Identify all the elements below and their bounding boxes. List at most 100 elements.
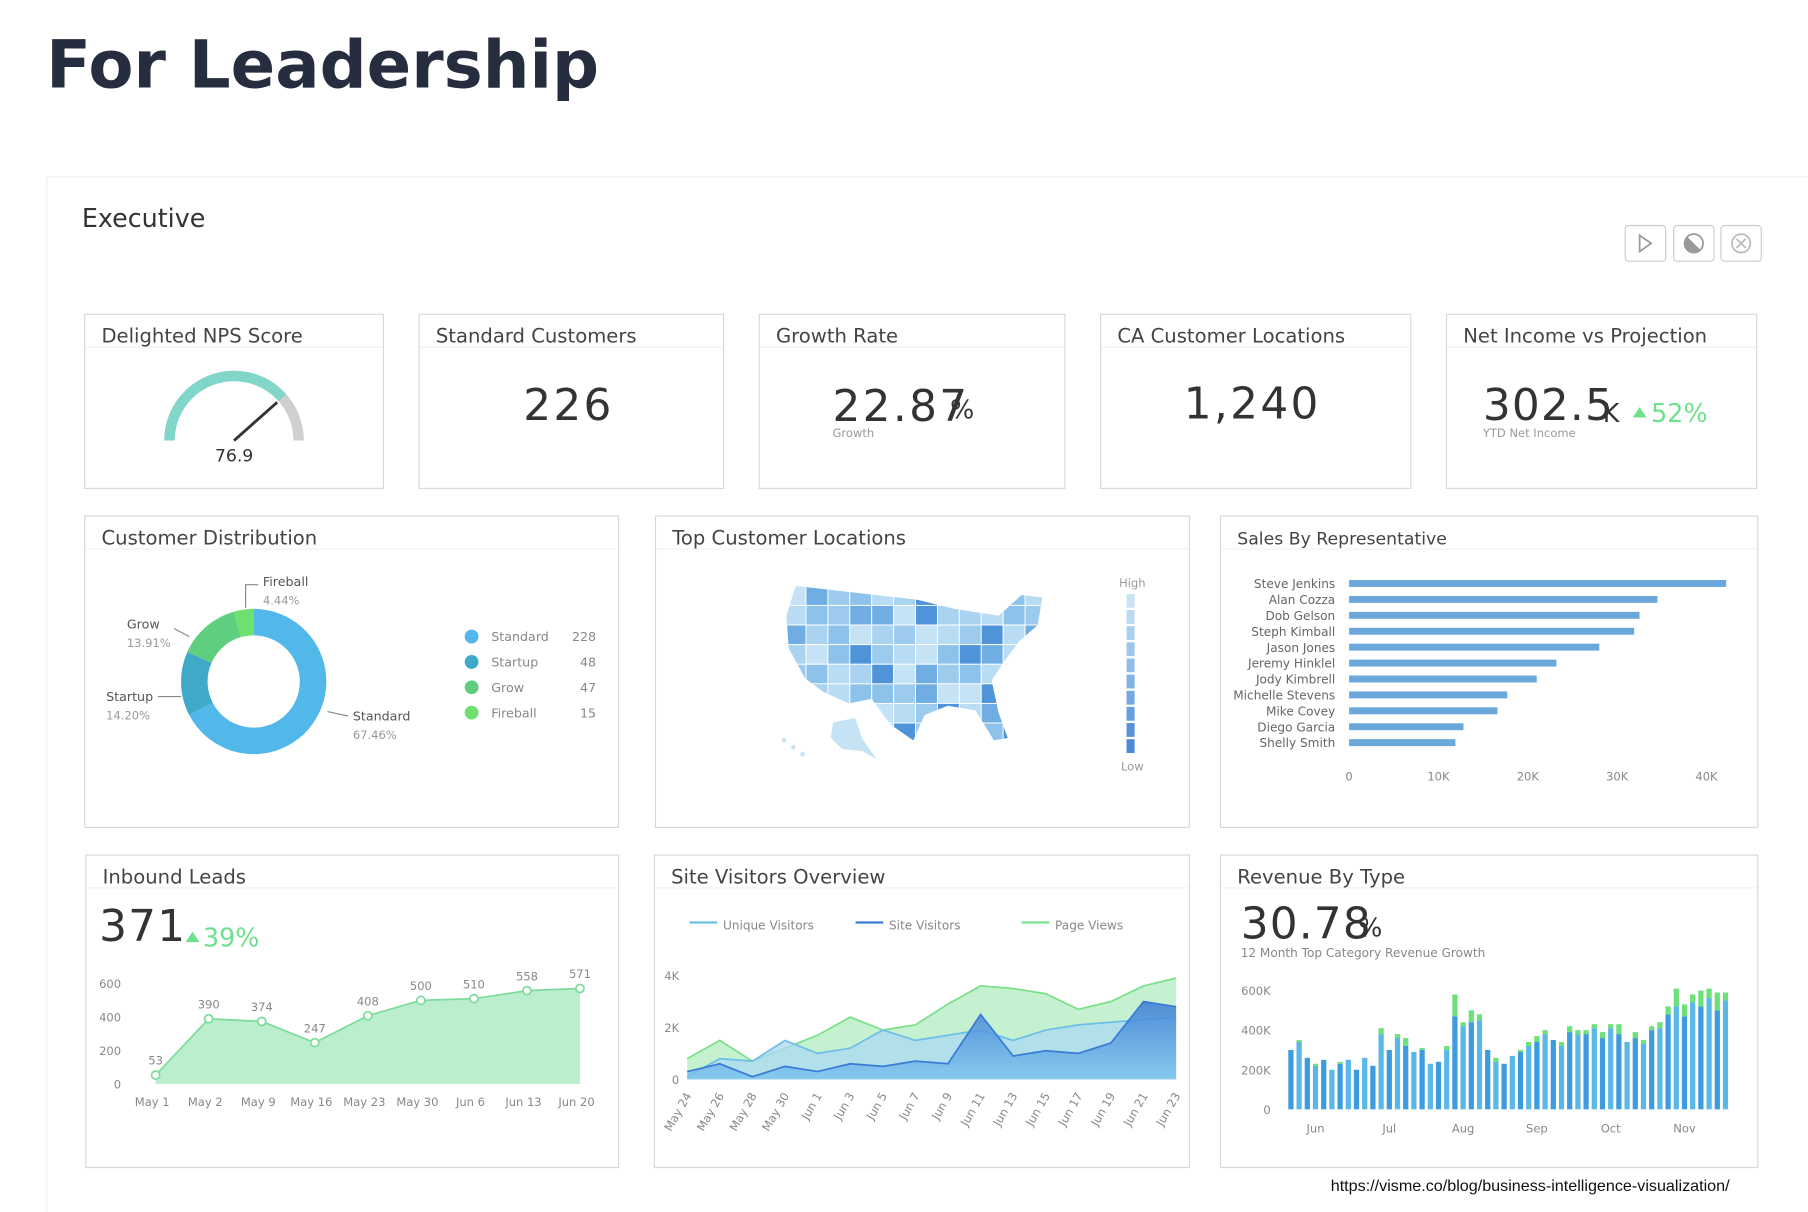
- data-label: 374: [251, 1000, 273, 1014]
- leader-line: [173, 627, 190, 638]
- bar-segment: [1321, 1059, 1327, 1110]
- bar: [1349, 627, 1635, 635]
- legend-dot: [464, 680, 479, 695]
- bar-segment: [1665, 1006, 1671, 1015]
- bar-segment: [1714, 1010, 1720, 1110]
- bar-segment: [1411, 1051, 1417, 1110]
- bar-segment: [1534, 1036, 1540, 1043]
- slice-label: Standard: [353, 709, 411, 724]
- headline: 371: [99, 901, 186, 952]
- kpi-unit: %: [950, 395, 974, 425]
- slice-value: 67.46%: [353, 728, 397, 742]
- x-tick-label: 30K: [1606, 770, 1629, 784]
- legend-label: Standard: [491, 629, 549, 644]
- section-title: Executive: [82, 203, 205, 233]
- bar-segment: [1722, 1000, 1729, 1110]
- bar-segment: [1649, 1030, 1655, 1110]
- gauge-fill: [164, 370, 287, 441]
- bar: [1349, 659, 1557, 667]
- bar-segment: [1567, 1026, 1573, 1033]
- legend-label: Startup: [491, 655, 538, 670]
- kpi-change: 52%: [1651, 398, 1707, 428]
- bar-label: Dob Gelson: [1265, 609, 1335, 623]
- scale-step: [1126, 690, 1135, 705]
- x-tick-label: Jul: [1381, 1121, 1396, 1135]
- legend-count: 228: [572, 629, 596, 644]
- bar-segment: [1378, 1034, 1384, 1110]
- state: [805, 604, 829, 626]
- bar-segment: [1599, 1032, 1606, 1039]
- bar-segment: [1460, 1022, 1466, 1027]
- hawaii: [791, 744, 796, 750]
- donut-slice: [233, 608, 254, 638]
- bar-segment: [1640, 1043, 1647, 1110]
- bar: [1349, 611, 1640, 619]
- y-tick-label: 0: [1263, 1103, 1270, 1117]
- bar: [1349, 643, 1600, 651]
- bar-segment: [1681, 1004, 1688, 1017]
- state: [849, 663, 873, 685]
- bar-segment: [1304, 1057, 1310, 1110]
- card-title: Sales By Representative: [1237, 529, 1447, 549]
- bar-segment: [1296, 1040, 1302, 1043]
- bar-segment: [1312, 1063, 1319, 1066]
- bar-segment: [1501, 1063, 1507, 1110]
- point: [203, 1013, 214, 1024]
- bar-segment: [1657, 1028, 1663, 1110]
- slice-label: Grow: [127, 616, 160, 631]
- scale-step: [1126, 658, 1135, 673]
- bar-segment: [1345, 1059, 1351, 1110]
- bar-segment: [1526, 1045, 1532, 1110]
- y-tick-label: 200: [99, 1044, 121, 1058]
- state: [827, 624, 851, 646]
- headline: 30.78: [1241, 899, 1372, 950]
- bar-segment: [1673, 988, 1679, 1007]
- bar-segment: [1476, 1014, 1483, 1021]
- state: [893, 663, 916, 685]
- x-tick-label: May 2: [188, 1095, 223, 1109]
- card: [1100, 313, 1412, 489]
- state: [893, 604, 916, 626]
- x-tick-label: May 30: [396, 1095, 438, 1109]
- bar: [1349, 723, 1464, 731]
- card-title: Inbound Leads: [103, 865, 246, 888]
- state: [805, 644, 829, 665]
- legend-count: 15: [580, 705, 596, 720]
- legend-count: 47: [580, 680, 596, 695]
- bar-segment: [1608, 1028, 1614, 1110]
- bar-label: Jody Kimbrell: [1255, 673, 1335, 687]
- bar-segment: [1493, 1057, 1499, 1062]
- bar-segment: [1591, 1024, 1597, 1029]
- state: [936, 644, 960, 665]
- leader-line: [327, 710, 349, 717]
- bar-segment: [1460, 1026, 1466, 1110]
- bar-segment: [1288, 1049, 1294, 1110]
- data-label: 500: [410, 979, 432, 993]
- card-title: Delighted NPS Score: [101, 325, 302, 348]
- x-tick-label: Sep: [1526, 1121, 1548, 1135]
- state: [958, 663, 982, 685]
- legend-label: Page Views: [1055, 918, 1123, 932]
- bar-label: Steve Jenkins: [1254, 577, 1335, 591]
- bar-segment: [1362, 1057, 1368, 1110]
- bar-segment: [1624, 1042, 1630, 1110]
- scale-step: [1126, 642, 1135, 657]
- bar-segment: [1394, 1038, 1401, 1110]
- bar-segment: [1640, 1040, 1647, 1044]
- legend-dot: [464, 705, 479, 720]
- bar-label: Steph Kimball: [1251, 625, 1335, 639]
- play-button[interactable]: [1624, 224, 1667, 262]
- bar-segment: [1558, 1042, 1565, 1046]
- hawaii: [800, 751, 805, 757]
- card-title: Top Customer Locations: [671, 526, 906, 549]
- legend-dot: [464, 655, 479, 669]
- state: [805, 624, 829, 646]
- bar-segment: [1444, 1049, 1450, 1110]
- bar-segment: [1583, 1030, 1589, 1035]
- legend-dot: [464, 629, 479, 644]
- bar-label: Michelle Stevens: [1233, 689, 1335, 703]
- kpi-value: 302.5: [1483, 380, 1614, 431]
- slice-value: 14.20%: [106, 709, 150, 723]
- x-tick-label: Jun 20: [557, 1095, 594, 1109]
- x-tick-label: Jun 6: [455, 1095, 485, 1109]
